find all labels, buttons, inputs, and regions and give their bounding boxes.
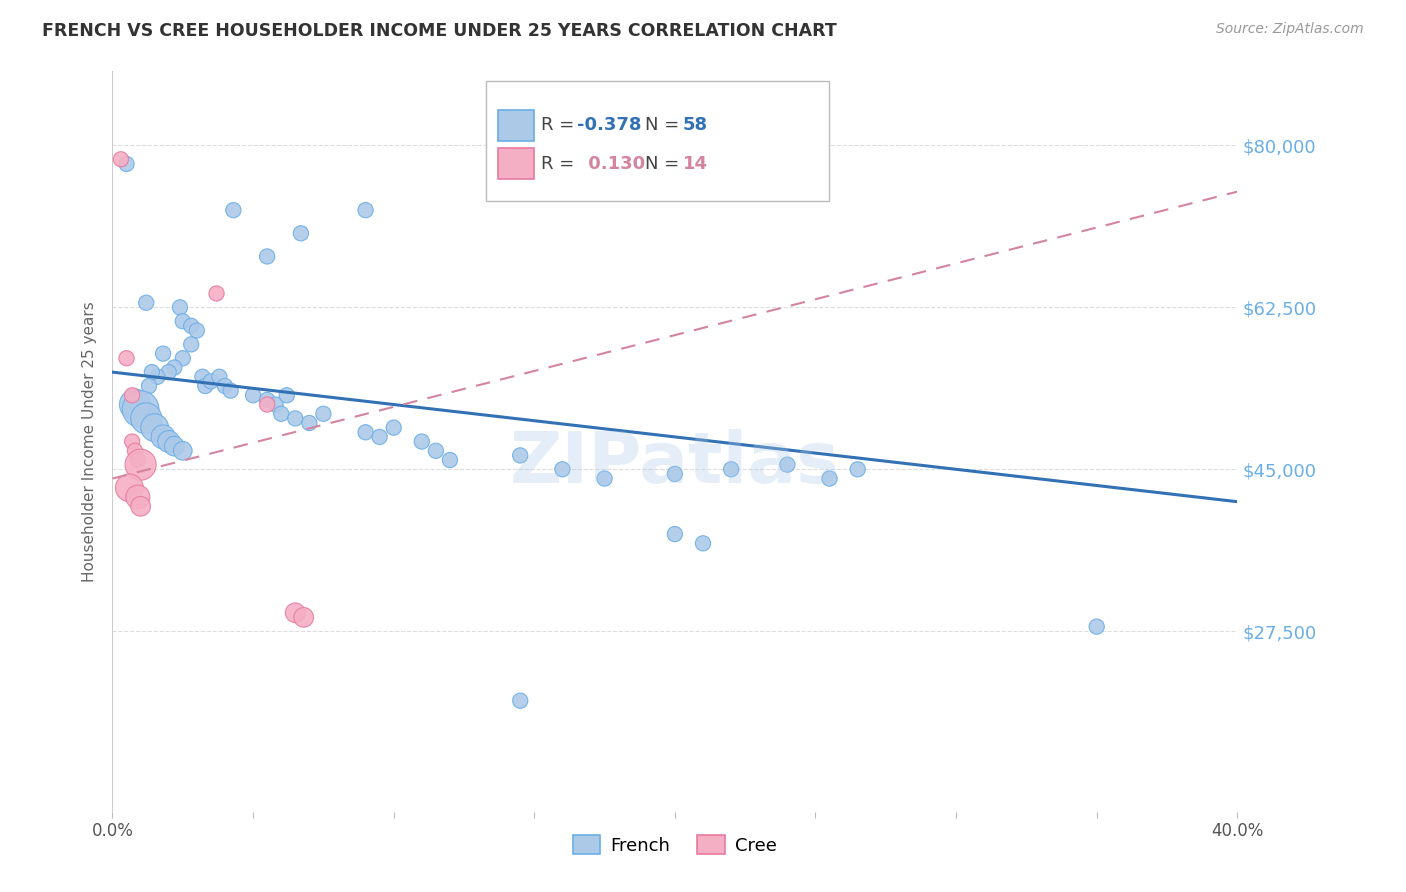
- Point: [222, 203, 245, 218]
- Text: FRENCH VS CREE HOUSEHOLDER INCOME UNDER 25 YEARS CORRELATION CHART: FRENCH VS CREE HOUSEHOLDER INCOME UNDER …: [42, 22, 837, 40]
- Point: [276, 388, 298, 402]
- Point: [115, 351, 138, 366]
- Point: [776, 458, 799, 472]
- Point: [121, 388, 143, 402]
- Point: [127, 453, 149, 467]
- Point: [264, 398, 287, 412]
- Text: 58: 58: [683, 117, 707, 135]
- Point: [110, 153, 132, 167]
- Text: Source: ZipAtlas.com: Source: ZipAtlas.com: [1216, 22, 1364, 37]
- FancyBboxPatch shape: [486, 81, 830, 201]
- Point: [219, 384, 242, 398]
- Point: [115, 157, 138, 171]
- Point: [270, 407, 292, 421]
- Point: [186, 324, 208, 338]
- Point: [163, 360, 186, 375]
- Point: [354, 203, 377, 218]
- Point: [172, 314, 194, 328]
- Point: [312, 407, 335, 421]
- Point: [284, 411, 307, 425]
- Y-axis label: Householder Income Under 25 years: Householder Income Under 25 years: [82, 301, 97, 582]
- Point: [143, 420, 166, 434]
- Point: [664, 467, 686, 481]
- Point: [135, 411, 157, 425]
- Point: [118, 481, 141, 495]
- Point: [298, 416, 321, 430]
- Point: [354, 425, 377, 440]
- Text: R =: R =: [541, 155, 581, 173]
- Point: [292, 610, 315, 624]
- Point: [290, 227, 312, 241]
- Text: ZIPatlas: ZIPatlas: [510, 429, 839, 499]
- Point: [127, 490, 149, 504]
- Text: N =: N =: [644, 155, 685, 173]
- Point: [172, 443, 194, 458]
- Point: [242, 388, 264, 402]
- Point: [411, 434, 433, 449]
- Point: [135, 295, 157, 310]
- Point: [180, 337, 202, 351]
- Point: [157, 365, 180, 379]
- Point: [692, 536, 714, 550]
- Point: [425, 443, 447, 458]
- Point: [129, 402, 152, 417]
- Point: [818, 471, 841, 485]
- Point: [157, 434, 180, 449]
- Point: [664, 527, 686, 541]
- Point: [208, 369, 231, 384]
- Point: [509, 694, 531, 708]
- Point: [129, 458, 152, 472]
- Point: [194, 379, 217, 393]
- Point: [172, 351, 194, 366]
- Point: [205, 286, 228, 301]
- Point: [284, 606, 307, 620]
- Point: [846, 462, 869, 476]
- Point: [138, 379, 160, 393]
- Text: R =: R =: [541, 117, 581, 135]
- Point: [509, 449, 531, 463]
- Point: [141, 365, 163, 379]
- Point: [163, 439, 186, 453]
- Point: [124, 398, 146, 412]
- Point: [368, 430, 391, 444]
- Point: [146, 369, 169, 384]
- Point: [152, 346, 174, 360]
- Text: 0.130: 0.130: [582, 155, 644, 173]
- Point: [439, 453, 461, 467]
- Point: [124, 443, 146, 458]
- FancyBboxPatch shape: [498, 110, 534, 141]
- Point: [200, 375, 222, 389]
- Point: [256, 250, 278, 264]
- Legend: French, Cree: French, Cree: [565, 828, 785, 862]
- Point: [214, 379, 236, 393]
- Text: 14: 14: [683, 155, 707, 173]
- Point: [169, 301, 191, 315]
- Point: [551, 462, 574, 476]
- Point: [152, 430, 174, 444]
- Text: N =: N =: [644, 117, 685, 135]
- Point: [1085, 619, 1108, 633]
- Point: [256, 392, 278, 407]
- Point: [593, 471, 616, 485]
- Point: [121, 434, 143, 449]
- Point: [129, 500, 152, 514]
- Point: [180, 318, 202, 333]
- Point: [191, 369, 214, 384]
- Text: -0.378: -0.378: [576, 117, 641, 135]
- Point: [256, 398, 278, 412]
- Point: [382, 420, 405, 434]
- Point: [720, 462, 742, 476]
- FancyBboxPatch shape: [498, 148, 534, 179]
